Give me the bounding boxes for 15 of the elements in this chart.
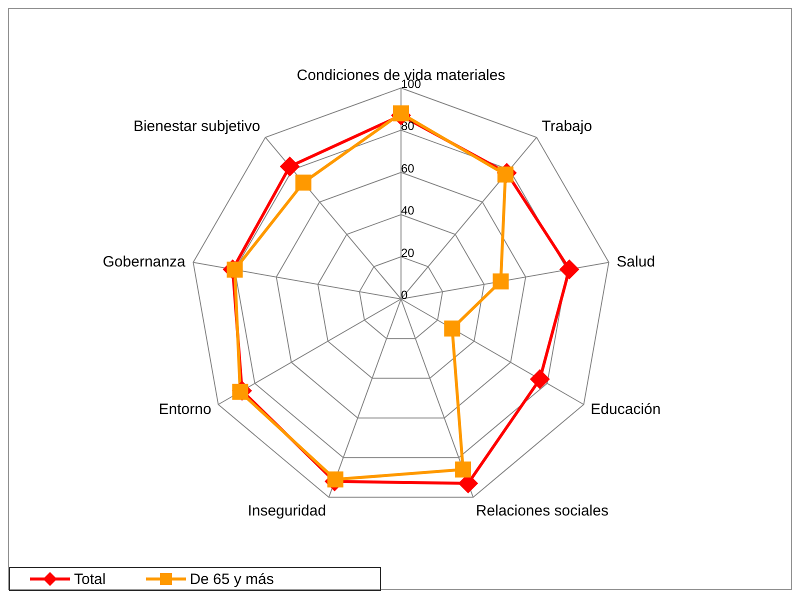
legend-label: De 65 y más [190,570,274,588]
y-tick-label: 60 [401,161,415,176]
y-tick-label: 80 [401,119,415,134]
spoke-label: Trabajo [542,118,592,136]
spoke-label: Entorno [158,400,212,418]
y-tick-label: 20 [401,246,415,260]
y-tick-label: 40 [401,204,415,218]
spoke-label: Gobernanza [102,253,186,270]
y-tick-label: 0 [401,288,408,302]
spoke-label: Salud [616,253,656,270]
spoke-label: Relaciones sociales [476,502,608,520]
legend-label: Total [74,570,106,588]
spoke-label: Educación [590,400,661,418]
spoke-label: Inseguridad [248,502,326,520]
spoke-label: Bienestar subjetivo [133,118,260,136]
